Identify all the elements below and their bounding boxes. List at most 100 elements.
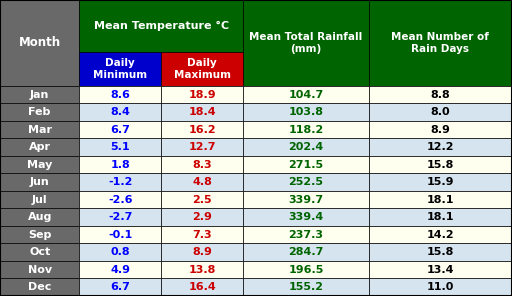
Text: 12.2: 12.2 <box>426 142 454 152</box>
Bar <box>79 0 243 52</box>
Bar <box>161 139 243 156</box>
Bar <box>161 156 243 173</box>
Bar <box>161 86 243 103</box>
Bar <box>243 86 369 103</box>
Bar <box>161 191 243 208</box>
Text: 15.8: 15.8 <box>426 160 454 170</box>
Text: 103.8: 103.8 <box>288 107 324 117</box>
Text: 202.4: 202.4 <box>288 142 324 152</box>
Text: 339.7: 339.7 <box>288 195 324 205</box>
Bar <box>0 173 79 191</box>
Bar <box>243 156 369 173</box>
Text: 18.1: 18.1 <box>426 195 454 205</box>
Bar <box>0 86 79 103</box>
Text: 8.9: 8.9 <box>193 247 212 257</box>
Bar <box>369 121 512 139</box>
Text: 252.5: 252.5 <box>288 177 324 187</box>
Bar <box>0 226 79 243</box>
Text: 4.8: 4.8 <box>193 177 212 187</box>
Text: Dec: Dec <box>28 282 51 292</box>
Text: Aug: Aug <box>28 212 52 222</box>
Bar <box>369 261 512 279</box>
Bar <box>161 226 243 243</box>
Bar <box>369 226 512 243</box>
Bar <box>161 121 243 139</box>
Bar <box>369 139 512 156</box>
Bar <box>243 103 369 121</box>
Bar <box>369 191 512 208</box>
Text: 15.8: 15.8 <box>426 247 454 257</box>
Text: 5.1: 5.1 <box>111 142 130 152</box>
Bar <box>79 52 161 86</box>
Bar <box>0 261 79 279</box>
Bar <box>79 208 161 226</box>
Text: Jul: Jul <box>32 195 48 205</box>
Text: May: May <box>27 160 52 170</box>
Text: 18.1: 18.1 <box>426 212 454 222</box>
Bar <box>369 208 512 226</box>
Bar <box>79 226 161 243</box>
Text: 104.7: 104.7 <box>288 90 324 99</box>
Bar <box>161 52 243 86</box>
Bar <box>243 173 369 191</box>
Text: 15.9: 15.9 <box>426 177 454 187</box>
Bar <box>79 243 161 261</box>
Bar <box>369 173 512 191</box>
Text: 14.2: 14.2 <box>426 230 454 240</box>
Bar <box>161 261 243 279</box>
Bar <box>369 156 512 173</box>
Text: 16.4: 16.4 <box>188 282 216 292</box>
Text: 18.9: 18.9 <box>188 90 216 99</box>
Bar <box>0 121 79 139</box>
Text: 339.4: 339.4 <box>288 212 324 222</box>
Bar <box>79 261 161 279</box>
Bar <box>79 173 161 191</box>
Text: 271.5: 271.5 <box>288 160 324 170</box>
Bar <box>79 86 161 103</box>
Text: Jun: Jun <box>30 177 50 187</box>
Bar <box>0 243 79 261</box>
Bar <box>79 103 161 121</box>
Bar <box>243 226 369 243</box>
Text: Daily
Maximum: Daily Maximum <box>174 58 231 80</box>
Text: 8.6: 8.6 <box>111 90 130 99</box>
Text: 6.7: 6.7 <box>111 282 130 292</box>
Bar <box>243 208 369 226</box>
Text: 237.3: 237.3 <box>288 230 324 240</box>
Text: -0.1: -0.1 <box>108 230 133 240</box>
Bar <box>243 191 369 208</box>
Bar <box>79 191 161 208</box>
Text: 13.4: 13.4 <box>426 265 454 275</box>
Text: 7.3: 7.3 <box>193 230 212 240</box>
Text: Mean Number of
Rain Days: Mean Number of Rain Days <box>391 32 489 54</box>
Text: Oct: Oct <box>29 247 50 257</box>
Text: Daily
Minimum: Daily Minimum <box>93 58 147 80</box>
Bar <box>0 103 79 121</box>
Bar <box>369 279 512 296</box>
Text: -2.7: -2.7 <box>108 212 133 222</box>
Text: 1.8: 1.8 <box>111 160 130 170</box>
Text: 13.8: 13.8 <box>188 265 216 275</box>
Text: 118.2: 118.2 <box>288 125 324 135</box>
Bar <box>0 0 79 86</box>
Bar <box>0 279 79 296</box>
Text: 8.9: 8.9 <box>431 125 450 135</box>
Bar <box>0 156 79 173</box>
Text: 196.5: 196.5 <box>288 265 324 275</box>
Text: Mar: Mar <box>28 125 52 135</box>
Text: 2.5: 2.5 <box>193 195 212 205</box>
Text: -2.6: -2.6 <box>108 195 133 205</box>
Bar <box>0 191 79 208</box>
Text: 284.7: 284.7 <box>288 247 324 257</box>
Bar <box>243 0 369 86</box>
Text: 6.7: 6.7 <box>111 125 130 135</box>
Text: Jan: Jan <box>30 90 49 99</box>
Text: -1.2: -1.2 <box>108 177 133 187</box>
Bar <box>369 103 512 121</box>
Bar <box>243 279 369 296</box>
Text: 8.4: 8.4 <box>111 107 130 117</box>
Text: Feb: Feb <box>29 107 51 117</box>
Bar <box>0 208 79 226</box>
Text: 4.9: 4.9 <box>110 265 131 275</box>
Text: 8.3: 8.3 <box>193 160 212 170</box>
